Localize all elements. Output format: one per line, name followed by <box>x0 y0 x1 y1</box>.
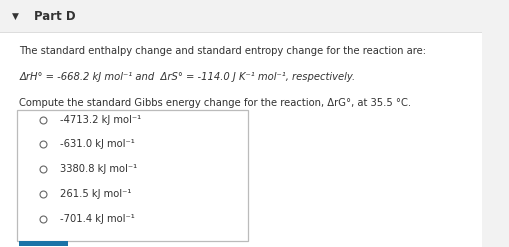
Text: Part D: Part D <box>34 10 75 22</box>
Text: ΔrH° = -668.2 kJ mol⁻¹ and  ΔrS° = -114.0 J K⁻¹ mol⁻¹, respectively.: ΔrH° = -668.2 kJ mol⁻¹ and ΔrS° = -114.0… <box>19 72 355 82</box>
Bar <box>0 33 482 247</box>
Text: 261.5 kJ mol⁻¹: 261.5 kJ mol⁻¹ <box>60 189 131 199</box>
FancyBboxPatch shape <box>17 110 248 241</box>
Text: The standard enthalpy change and standard entropy change for the reaction are:: The standard enthalpy change and standar… <box>19 46 426 56</box>
Bar <box>0 0 482 32</box>
Text: ▼: ▼ <box>12 12 19 21</box>
Bar <box>19 241 67 246</box>
Text: Compute the standard Gibbs energy change for the reaction, ΔrG°, at 35.5 °C.: Compute the standard Gibbs energy change… <box>19 98 411 107</box>
Text: 3380.8 kJ mol⁻¹: 3380.8 kJ mol⁻¹ <box>60 164 137 174</box>
Text: -701.4 kJ mol⁻¹: -701.4 kJ mol⁻¹ <box>60 214 135 224</box>
Text: -4713.2 kJ mol⁻¹: -4713.2 kJ mol⁻¹ <box>60 115 141 125</box>
Text: -631.0 kJ mol⁻¹: -631.0 kJ mol⁻¹ <box>60 140 135 149</box>
Bar <box>0 32 482 33</box>
